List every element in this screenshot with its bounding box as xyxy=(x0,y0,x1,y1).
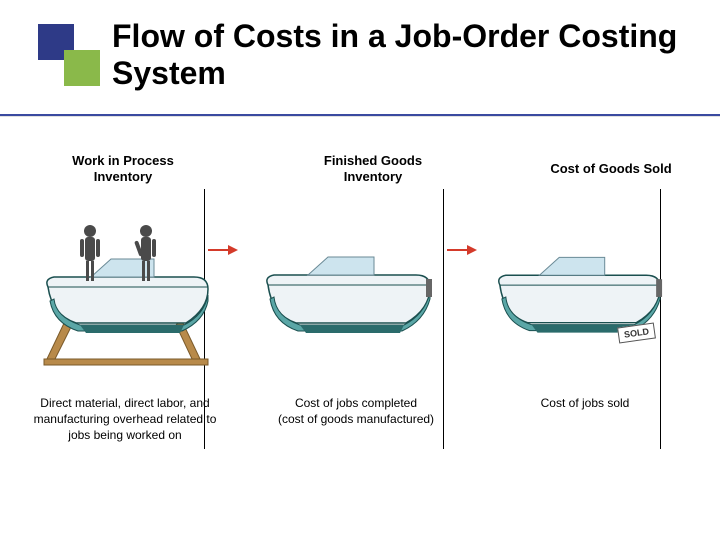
col-label-cogs-line1: Cost of Goods Sold xyxy=(550,161,671,176)
wip-caption-line2: manufacturing overhead related to xyxy=(34,412,217,426)
fg-caption-line2: (cost of goods manufactured) xyxy=(278,412,434,426)
col-label-cogs: Cost of Goods Sold xyxy=(536,161,686,177)
col-label-fg: Finished Goods Inventory xyxy=(308,153,438,186)
accent-green-square xyxy=(64,50,100,86)
fg-boat-svg xyxy=(258,237,438,352)
fg-boat xyxy=(258,237,438,352)
wip-caption-line1: Direct material, direct labor, and xyxy=(40,396,209,410)
worker-1 xyxy=(76,223,104,287)
col-label-wip: Work in Process Inventory xyxy=(58,153,188,186)
boat-hull-cogs xyxy=(499,257,662,332)
col-label-fg-line2: Inventory xyxy=(344,169,403,184)
wip-boat xyxy=(36,229,216,369)
boat-hull-fg xyxy=(267,257,432,333)
wip-caption: Direct material, direct labor, and manuf… xyxy=(30,395,220,444)
arrow-fg-to-cogs xyxy=(447,245,477,255)
fg-caption: Cost of jobs completed (cost of goods ma… xyxy=(266,395,446,427)
col-label-fg-line1: Finished Goods xyxy=(324,153,422,168)
underline-sub xyxy=(0,116,720,117)
fg-caption-line1: Cost of jobs completed xyxy=(295,396,417,410)
slide-header: Flow of Costs in a Job-Order Costing Sys… xyxy=(0,0,720,127)
wip-caption-line3: jobs being worked on xyxy=(68,428,181,442)
slide-title: Flow of Costs in a Job-Order Costing Sys… xyxy=(112,18,720,92)
cogs-caption-line1: Cost of jobs sold xyxy=(541,396,630,410)
cogs-boat: SOLD xyxy=(490,237,668,352)
flow-diagram: Work in Process Inventory Finished Goods… xyxy=(0,147,720,527)
col-label-wip-line1: Work in Process xyxy=(72,153,174,168)
cogs-caption: Cost of jobs sold xyxy=(510,395,660,411)
wip-boat-svg xyxy=(36,229,216,369)
col-label-wip-line2: Inventory xyxy=(94,169,153,184)
worker-2 xyxy=(132,223,160,287)
boat-hull xyxy=(47,259,208,333)
